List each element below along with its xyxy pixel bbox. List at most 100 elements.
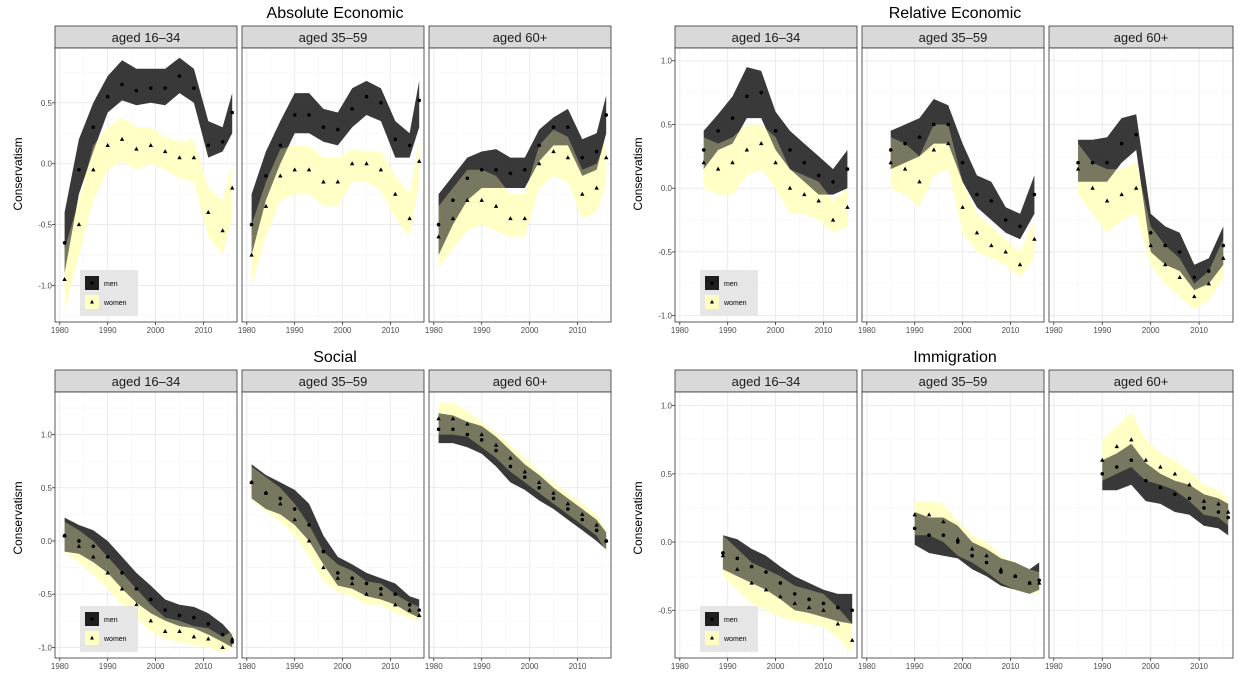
men-point-immigration-aged-60 bbox=[1226, 515, 1230, 520]
women-point-absolute-economic-aged-60 bbox=[536, 161, 542, 166]
women-point-absolute-economic-aged-35-59 bbox=[249, 252, 254, 257]
men-point-immigration-aged-60 bbox=[1144, 478, 1148, 483]
men-point-social-aged-60 bbox=[494, 448, 498, 453]
women-point-social-aged-35-59 bbox=[249, 480, 254, 485]
women-point-immigration-aged-35-59 bbox=[912, 512, 917, 517]
women-point-relative-economic-aged-35-59 bbox=[989, 243, 994, 248]
women-point-social-aged-60 bbox=[565, 501, 571, 506]
men-point-absolute-economic-aged-16-34 bbox=[206, 143, 211, 148]
chart-immigration: Immigration Conservatism -0.50.00.51.0ag… bbox=[631, 349, 1234, 671]
men-point-relative-economic-aged-35-59 bbox=[1032, 192, 1037, 197]
x-tick-label-immigration-aged-35-59: 2010 bbox=[1002, 662, 1020, 671]
facet-panel-absolute-economic-aged-35-59: aged 35–59 1980 1990 2000 2010 bbox=[238, 25, 425, 335]
women-point-social-aged-16-34 bbox=[105, 570, 110, 575]
women-point-absolute-economic-aged-35-59 bbox=[393, 191, 398, 196]
women-point-social-aged-35-59 bbox=[321, 565, 326, 570]
men-ribbon-relative-economic-aged-35-59 bbox=[890, 99, 1035, 240]
women-point-relative-economic-aged-60 bbox=[1148, 243, 1153, 248]
legend-label-women: women bbox=[723, 300, 747, 307]
x-tick-label-social-aged-16-34: 2010 bbox=[195, 662, 213, 671]
panel-border-social-aged-35-59 bbox=[241, 391, 425, 659]
men-point-absolute-economic-aged-16-34 bbox=[120, 82, 124, 87]
women-point-social-aged-60 bbox=[580, 511, 585, 516]
women-point-social-aged-60 bbox=[465, 421, 470, 426]
panel-border-absolute-economic-aged-16-34 bbox=[54, 47, 238, 323]
women-ribbon-overlay-relative-economic-aged-35-59 bbox=[890, 124, 1035, 278]
legend-absolute-economic: men women bbox=[80, 270, 138, 316]
panel-border-relative-economic-aged-35-59 bbox=[861, 47, 1045, 323]
x-tick-label-relative-economic-aged-60: 1980 bbox=[1045, 326, 1063, 335]
women-point-absolute-economic-aged-60 bbox=[594, 185, 599, 190]
men-point-social-aged-35-59 bbox=[393, 592, 398, 596]
men-point-absolute-economic-aged-16-34 bbox=[77, 167, 81, 172]
panel-border-absolute-economic-aged-35-59 bbox=[241, 47, 425, 323]
women-ribbon-overlay-relative-economic-aged-60 bbox=[1078, 143, 1224, 310]
chart-title-immigration: Immigration bbox=[913, 349, 997, 366]
women-point-relative-economic-aged-16-34 bbox=[802, 192, 807, 197]
women-point-social-aged-35-59 bbox=[364, 591, 369, 596]
men-point-absolute-economic-aged-35-59 bbox=[278, 143, 283, 148]
women-point-social-aged-60 bbox=[508, 455, 513, 460]
legend-key-women-point bbox=[710, 635, 714, 640]
chart-relative-economic: Relative Economic Conservatism -1.0 -0.5 0… bbox=[631, 5, 1234, 335]
women-point-absolute-economic-aged-16-34 bbox=[62, 276, 67, 281]
x-tick-label-social-aged-16-34: 1990 bbox=[99, 662, 117, 671]
men-point-relative-economic-aged-60 bbox=[1119, 141, 1124, 146]
legend-label-men: men bbox=[104, 281, 118, 288]
women-point-relative-economic-aged-35-59 bbox=[888, 160, 893, 165]
women-point-immigration-aged-16-34 bbox=[835, 621, 841, 626]
men-point-relative-economic-aged-60 bbox=[1221, 243, 1226, 248]
men-point-immigration-aged-60 bbox=[1114, 465, 1119, 469]
x-tick-label-absolute-economic-aged-16-34: 2000 bbox=[147, 326, 165, 335]
x-tick-label-absolute-economic-aged-35-59: 1980 bbox=[238, 326, 256, 335]
panel-border-social-aged-16-34 bbox=[54, 391, 238, 659]
x-tick-label-social-aged-60: 2010 bbox=[569, 662, 587, 671]
men-point-absolute-economic-aged-60 bbox=[522, 167, 527, 172]
women-point-social-aged-16-34 bbox=[162, 629, 168, 633]
women-ribbon-overlay-social-aged-35-59 bbox=[251, 466, 420, 621]
men-point-immigration-aged-16-34 bbox=[735, 556, 740, 561]
men-point-absolute-economic-aged-35-59 bbox=[393, 137, 398, 142]
x-tick-label-absolute-economic-aged-16-34: 2010 bbox=[195, 326, 213, 335]
x-tick-label-relative-economic-aged-16-34: 2000 bbox=[767, 326, 785, 335]
men-point-immigration-aged-16-34 bbox=[721, 551, 725, 555]
facet-strip-label-social-aged-16-34: aged 16–34 bbox=[112, 374, 181, 389]
men-point-immigration-aged-16-34 bbox=[792, 592, 797, 596]
men-point-social-aged-60 bbox=[508, 464, 513, 469]
men-point-social-aged-60 bbox=[580, 517, 585, 522]
men-point-absolute-economic-aged-16-34 bbox=[220, 139, 225, 144]
women-point-immigration-aged-60 bbox=[1158, 464, 1163, 469]
men-point-relative-economic-aged-16-34 bbox=[802, 160, 807, 165]
men-point-social-aged-16-34 bbox=[120, 571, 124, 575]
men-point-relative-economic-aged-16-34 bbox=[816, 173, 821, 178]
x-tick-label-social-aged-60: 2000 bbox=[521, 662, 539, 671]
men-point-immigration-aged-16-34 bbox=[778, 581, 783, 585]
women-point-immigration-aged-16-34 bbox=[778, 594, 783, 599]
men-point-social-aged-35-59 bbox=[364, 581, 369, 586]
men-point-absolute-economic-aged-35-59 bbox=[321, 125, 326, 129]
facet-panel-absolute-economic-aged-60: aged 60+ 1980 1990 2000 2010 bbox=[425, 25, 612, 335]
women-point-immigration-aged-35-59 bbox=[984, 553, 989, 558]
legend-key-women-point bbox=[90, 299, 94, 304]
men-point-social-aged-16-34 bbox=[206, 622, 211, 626]
men-point-relative-economic-aged-35-59 bbox=[1018, 224, 1022, 229]
men-point-absolute-economic-aged-16-34 bbox=[230, 110, 235, 115]
men-point-absolute-economic-aged-60 bbox=[604, 113, 609, 117]
men-point-social-aged-35-59 bbox=[278, 496, 283, 501]
women-point-social-aged-60 bbox=[594, 522, 599, 527]
y-tick-label-immigration: 0.0 bbox=[661, 538, 673, 547]
panel-background-social-aged-35-59 bbox=[242, 392, 424, 658]
women-point-relative-economic-aged-35-59 bbox=[974, 230, 980, 235]
women-point-relative-economic-aged-35-59 bbox=[946, 141, 951, 146]
women-point-social-aged-16-34 bbox=[220, 644, 225, 649]
men-point-relative-economic-aged-60 bbox=[1076, 160, 1080, 165]
legend-label-women: women bbox=[103, 300, 127, 307]
y-tick-label-social: 0.5 bbox=[41, 484, 53, 493]
men-point-social-aged-60 bbox=[537, 485, 541, 490]
women-point-immigration-aged-16-34 bbox=[763, 587, 769, 592]
women-point-relative-economic-aged-35-59 bbox=[902, 166, 908, 171]
men-point-immigration-aged-16-34 bbox=[850, 608, 855, 613]
men-point-social-aged-16-34 bbox=[163, 608, 167, 612]
chart-title-absolute-economic: Absolute Economic bbox=[267, 5, 404, 22]
